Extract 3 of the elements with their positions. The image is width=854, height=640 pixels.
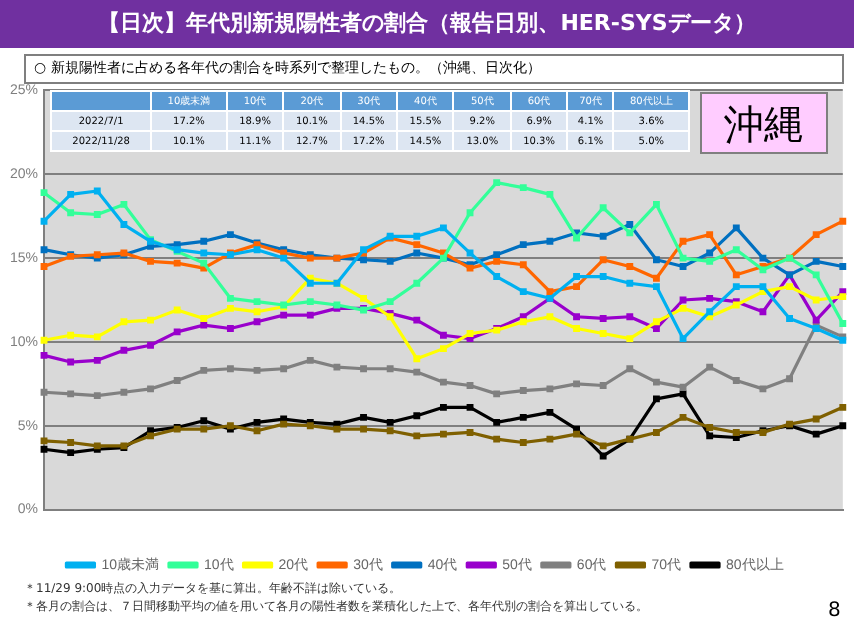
text: 8 [828, 600, 841, 622]
chart-title: 【日次】年代別新規陽性者の割合（報告日別、HER-SYSデータ） [0, 0, 854, 48]
annotation: 沖縄 [700, 92, 828, 154]
